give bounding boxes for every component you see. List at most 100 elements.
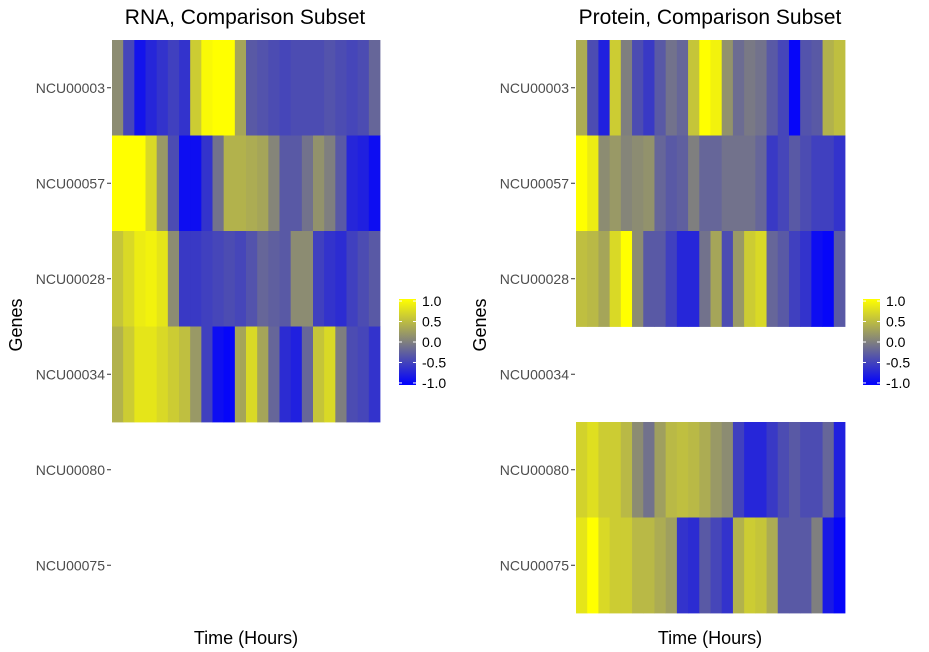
heatmap-cell: [134, 40, 146, 136]
heatmap-cell: [234, 40, 247, 136]
heatmap-cell: [223, 135, 236, 232]
heatmap-cell: [301, 135, 314, 232]
protein-chart-title: Protein, Comparison Subset: [579, 6, 842, 29]
heatmap-cell: [112, 135, 124, 232]
heatmap-cell: [167, 231, 180, 327]
heatmap-cell: [324, 231, 336, 327]
heatmap-cell: [665, 40, 678, 136]
heatmap-cell: [609, 135, 622, 232]
heatmap-cell: [290, 231, 303, 327]
heatmap-cell: [368, 326, 381, 423]
heatmap-cell: [190, 135, 202, 232]
heatmap-cell: [179, 231, 191, 327]
heatmap-cell: [134, 135, 146, 232]
heatmap-cell: [699, 517, 711, 614]
heatmap-cell: [688, 135, 700, 232]
heatmap-cell: [632, 40, 644, 136]
heatmap-cell: [822, 40, 835, 136]
heatmap-cell: [234, 135, 247, 232]
heatmap-cell: [755, 40, 767, 136]
heatmap-cell: [313, 40, 325, 136]
heatmap-cell: [201, 326, 213, 423]
heatmap-cell: [609, 517, 622, 614]
protein-x-axis-title: Time (Hours): [658, 628, 762, 648]
heatmap-cell: [777, 517, 790, 614]
heatmap-cell: [156, 135, 169, 232]
heatmap-cell: [212, 326, 225, 423]
heatmap-cell: [755, 135, 767, 232]
heatmap-cell: [357, 40, 370, 136]
heatmap-cell: [313, 135, 325, 232]
heatmap-cell: [766, 231, 779, 327]
heatmap-cell: [223, 326, 236, 423]
heatmap-cell: [811, 422, 823, 518]
heatmap-cell: [688, 517, 700, 614]
heatmap-cell: [324, 326, 336, 423]
heatmap-cell: [156, 326, 169, 423]
protein-heatmap-panel: Protein, Comparison Subset NCU00003 NCU00…: [470, 6, 910, 648]
heatmap-cell: [643, 135, 655, 232]
heatmap-cell: [732, 422, 745, 518]
heatmap-cell: [833, 231, 846, 327]
heatmap-cell: [710, 422, 723, 518]
heatmap-cell: [167, 135, 180, 232]
rna-x-axis-title: Time (Hours): [194, 628, 298, 648]
heatmap-cell: [654, 40, 667, 136]
heatmap-cell: [324, 135, 336, 232]
heatmap-cell: [643, 231, 655, 327]
heatmap-cell: [643, 40, 655, 136]
heatmap-cell: [257, 231, 269, 327]
protein-heatmap-cells: [576, 40, 846, 614]
colorbar-label: -1.0: [422, 375, 446, 391]
y-tick-label: NCU00075: [500, 557, 569, 573]
heatmap-cell: [800, 231, 812, 327]
heatmap-cell: [755, 231, 767, 327]
heatmap-cell: [257, 135, 269, 232]
heatmap-cell: [576, 231, 588, 327]
y-tick-label: NCU00080: [500, 462, 569, 478]
colorbar: [863, 299, 880, 385]
heatmap-cell: [676, 517, 689, 614]
heatmap-cell: [755, 517, 767, 614]
heatmap-cell: [201, 40, 213, 136]
heatmap-cell: [268, 40, 280, 136]
heatmap-cell: [688, 422, 700, 518]
y-tick-label: NCU00003: [500, 80, 569, 96]
heatmap-cell: [313, 231, 325, 327]
colorbar-label: 1.0: [422, 293, 442, 309]
heatmap-cell: [279, 326, 292, 423]
heatmap-cell: [833, 517, 846, 614]
heatmap-cell: [368, 231, 381, 327]
heatmap-cell: [632, 135, 644, 232]
heatmap-cell: [246, 135, 258, 232]
heatmap-cell: [688, 231, 700, 327]
colorbar-label: 0.0: [422, 334, 442, 350]
heatmap-cell: [688, 40, 700, 136]
heatmap-cell: [676, 422, 689, 518]
heatmap-cell: [335, 40, 347, 136]
heatmap-cell: [822, 231, 835, 327]
heatmap-cell: [643, 422, 655, 518]
heatmap-cell: [777, 40, 790, 136]
y-tick-label: NCU00057: [36, 175, 105, 191]
heatmap-cell: [587, 422, 599, 518]
heatmap-cell: [632, 231, 644, 327]
colorbar: [399, 299, 416, 385]
heatmap-cell: [335, 231, 347, 327]
heatmap-cell: [732, 135, 745, 232]
heatmap-cell: [654, 422, 667, 518]
heatmap-cell: [800, 517, 812, 614]
heatmap-cell: [654, 135, 667, 232]
rna-colorbar-legend: 1.0 0.5 0.0 -0.5 -1.0: [399, 293, 446, 391]
heatmap-cell: [609, 422, 622, 518]
heatmap-cell: [346, 326, 359, 423]
heatmap-cell: [212, 231, 225, 327]
heatmap-cell: [833, 135, 846, 232]
heatmap-cell: [279, 231, 292, 327]
heatmap-cell: [112, 231, 124, 327]
rna-heatmap-panel: RNA, Comparison Subset NCU00003NCU00057N…: [6, 6, 446, 648]
heatmap-cell: [156, 231, 169, 327]
heatmap-cell: [721, 135, 734, 232]
heatmap-cell: [654, 231, 667, 327]
